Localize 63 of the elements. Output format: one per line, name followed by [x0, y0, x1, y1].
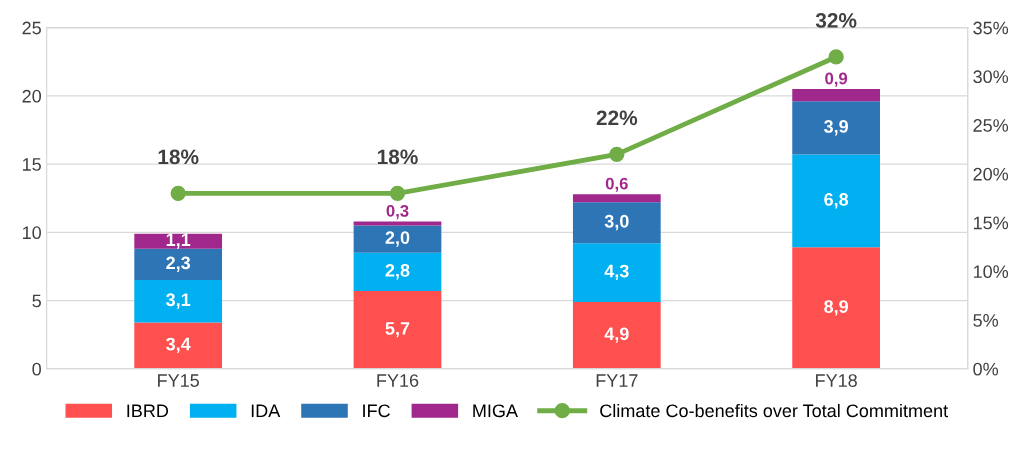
point: [609, 146, 625, 163]
bar: [572, 202, 661, 244]
bar: [792, 101, 880, 155]
point: [389, 185, 406, 201]
legend-label: IFC: [363, 404, 390, 418]
bar: [353, 225, 442, 253]
data-label: 1,1: [166, 233, 191, 249]
y-tick-label: 0: [32, 362, 42, 376]
point: [170, 185, 186, 201]
data-label: 2,8: [385, 263, 410, 280]
point: [828, 49, 844, 65]
bar: [353, 252, 442, 292]
data-label: 3,9: [824, 120, 849, 136]
data-label: 8,9: [824, 300, 849, 316]
bar: [572, 301, 661, 369]
data-label: 4,9: [604, 327, 629, 343]
data-label: 2,3: [166, 256, 191, 272]
bar: [792, 154, 880, 248]
legend-label: IDA: [251, 404, 281, 418]
y2-tick-label: 25%: [973, 119, 1009, 132]
bar: [572, 194, 661, 203]
data-label: 3,4: [166, 337, 191, 354]
x-tick-label: FY15: [158, 374, 199, 387]
data-label: 2,0: [385, 231, 410, 247]
data-label: 32%: [815, 13, 857, 28]
data-label: 3,0: [604, 214, 629, 231]
x-tick-label: FY16: [377, 374, 419, 387]
x-tick-label: FY18: [816, 374, 857, 387]
bar: [792, 89, 880, 102]
bar: [353, 291, 442, 369]
y2-tick-label: 20%: [973, 167, 1009, 181]
y2-tick-label: 30%: [973, 70, 1009, 84]
legend-label: MIGA: [473, 404, 518, 418]
bar: [572, 243, 661, 302]
data-label: 0,3: [386, 204, 409, 220]
y2-tick-label: 5%: [973, 314, 999, 327]
bar: [792, 247, 880, 369]
bar: [134, 233, 223, 249]
data-label: 3,1: [166, 293, 191, 309]
data-label: 0,9: [825, 72, 848, 87]
y2-tick-label: 15%: [973, 216, 1009, 230]
y-tick-label: 10: [23, 226, 42, 240]
legend-label: IBRD: [127, 404, 169, 418]
data-label: 18%: [158, 149, 199, 165]
bar: [134, 280, 223, 323]
y-tick-label: 5: [32, 294, 41, 308]
y2-tick-label: 0%: [973, 362, 999, 376]
y-tick-label: 20: [22, 89, 42, 103]
data-label: 0,6: [605, 177, 628, 192]
data-label: 22%: [596, 110, 638, 126]
bar: [353, 221, 442, 226]
bar: [134, 322, 223, 369]
legend-label: Climate Co-benefits over Total Commitment: [600, 403, 948, 418]
data-label: 4,3: [604, 264, 629, 281]
x-tick-label: FY17: [596, 374, 638, 387]
data-label: 5,7: [385, 322, 410, 338]
y2-tick-label: 35%: [973, 21, 1009, 35]
y2-tick-label: 10%: [973, 265, 1009, 279]
data-label: 18%: [377, 149, 418, 165]
y-tick-label: 15: [23, 158, 41, 171]
bar: [134, 248, 223, 281]
y-tick-label: 25: [22, 21, 41, 35]
data-label: 6,8: [824, 193, 849, 209]
